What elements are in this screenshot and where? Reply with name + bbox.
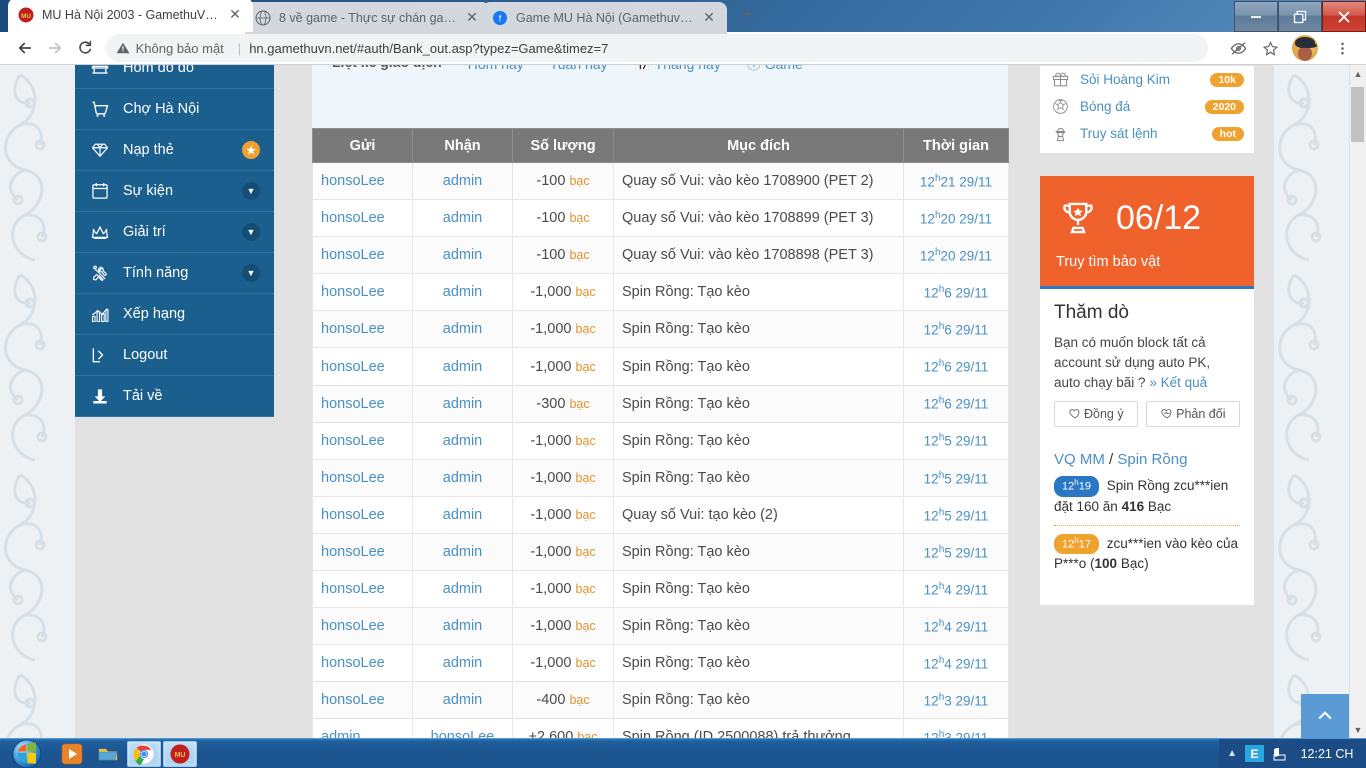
svg-text:MU: MU: [175, 752, 186, 759]
svg-text:MU: MU: [21, 13, 31, 20]
